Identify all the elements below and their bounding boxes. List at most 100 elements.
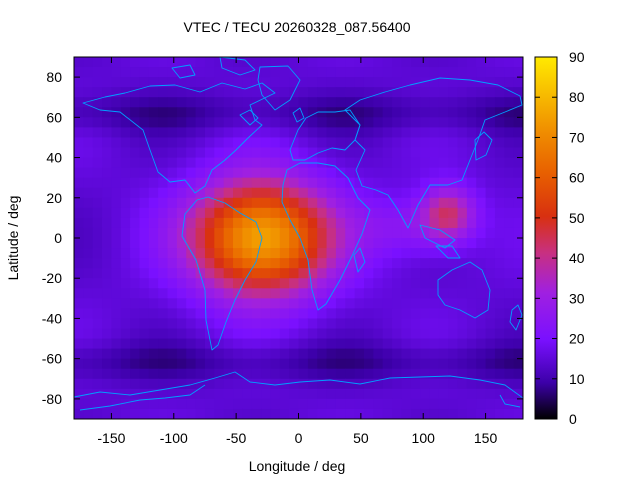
- heatmap-cell: [102, 268, 113, 279]
- heatmap-cell: [448, 207, 459, 219]
- heatmap-cell: [242, 278, 253, 289]
- heatmap-cell: [223, 308, 234, 320]
- heatmap-cell: [130, 137, 141, 149]
- heatmap-cell: [317, 157, 328, 169]
- heatmap-cell: [186, 217, 197, 229]
- heatmap-cell: [167, 248, 178, 259]
- heatmap-cell: [167, 278, 178, 289]
- heatmap-cell: [158, 107, 169, 118]
- heatmap-cell: [476, 368, 487, 380]
- heatmap-cell: [504, 338, 515, 350]
- heatmap-cell: [223, 127, 234, 139]
- heatmap-cell: [242, 187, 253, 199]
- heatmap-cell: [307, 107, 318, 118]
- heatmap-cell: [289, 77, 300, 88]
- heatmap-cell: [242, 87, 253, 98]
- heatmap-cell: [363, 398, 374, 410]
- heatmap-cell: [167, 238, 178, 249]
- heatmap-cell: [335, 318, 346, 330]
- heatmap-cell: [223, 147, 234, 159]
- heatmap-cell: [167, 328, 178, 340]
- heatmap-cell: [494, 298, 505, 309]
- heatmap-cell: [233, 167, 243, 179]
- heatmap-cell: [448, 238, 459, 249]
- heatmap-cell: [494, 318, 505, 330]
- heatmap-cell: [420, 378, 431, 390]
- heatmap-cell: [186, 368, 197, 380]
- heatmap-cell: [466, 147, 477, 159]
- heatmap-cell: [382, 328, 393, 340]
- heatmap-cell: [92, 268, 103, 279]
- heatmap-cell: [345, 328, 356, 340]
- heatmap-cell: [233, 358, 243, 370]
- heatmap-cell: [233, 127, 243, 139]
- heatmap-cell: [233, 378, 243, 390]
- heatmap-cell: [298, 207, 309, 219]
- heatmap-cell: [139, 57, 150, 68]
- heatmap-cell: [102, 318, 113, 330]
- heatmap-cell: [242, 167, 253, 179]
- heatmap-cell: [158, 137, 169, 149]
- heatmap-cell: [83, 57, 94, 68]
- heatmap-cell: [298, 278, 309, 289]
- heatmap-cell: [485, 288, 496, 299]
- x-tick-label: 0: [295, 430, 303, 446]
- heatmap-cell: [148, 408, 159, 419]
- heatmap-cell: [373, 97, 384, 108]
- heatmap-cell: [410, 167, 421, 179]
- heatmap-cell: [83, 238, 94, 249]
- heatmap-cell: [130, 227, 141, 239]
- heatmap-cell: [392, 328, 402, 340]
- heatmap-cell: [223, 197, 234, 209]
- heatmap-cell: [335, 197, 346, 209]
- heatmap-cell: [186, 308, 197, 320]
- heatmap-cell: [242, 378, 253, 390]
- heatmap-cell: [457, 288, 468, 299]
- heatmap-cell: [466, 308, 477, 320]
- heatmap-cell: [429, 408, 440, 419]
- heatmap-cell: [494, 338, 505, 350]
- heatmap-cell: [466, 207, 477, 219]
- heatmap-cell: [392, 278, 402, 289]
- heatmap-cell: [204, 87, 215, 98]
- heatmap-cell: [204, 268, 215, 279]
- heatmap-cell: [373, 278, 384, 289]
- heatmap-cell: [204, 117, 215, 128]
- heatmap-cell: [335, 258, 346, 269]
- colorbar-tick-label: 80: [569, 89, 585, 105]
- heatmap-cell: [494, 67, 505, 78]
- heatmap-cell: [279, 238, 290, 249]
- heatmap-cell: [204, 348, 215, 360]
- heatmap-cell: [139, 338, 150, 350]
- heatmap-cell: [148, 137, 159, 149]
- heatmap-cell: [457, 348, 468, 360]
- heatmap-cell: [242, 398, 253, 410]
- heatmap-cell: [354, 147, 365, 159]
- heatmap-cell: [130, 318, 141, 330]
- heatmap-cell: [83, 227, 94, 239]
- heatmap-cell: [429, 197, 440, 209]
- heatmap-cell: [466, 298, 477, 309]
- heatmap-cell: [186, 177, 197, 189]
- heatmap-cell: [494, 147, 505, 159]
- heatmap-cell: [326, 398, 337, 410]
- heatmap-cell: [74, 217, 84, 229]
- heatmap-cell: [307, 348, 318, 360]
- heatmap-cell: [111, 177, 122, 189]
- heatmap-cell: [438, 77, 449, 88]
- heatmap-cell: [307, 378, 318, 390]
- heatmap-cell: [120, 368, 131, 380]
- heatmap-cell: [345, 338, 356, 350]
- heatmap-cell: [233, 117, 243, 128]
- heatmap-cell: [92, 408, 103, 419]
- heatmap-cell: [438, 97, 449, 108]
- heatmap-cell: [289, 97, 300, 108]
- heatmap-cell: [279, 308, 290, 320]
- heatmap-cell: [223, 167, 234, 179]
- heatmap-cell: [74, 197, 84, 209]
- heatmap-cell: [92, 177, 103, 189]
- heatmap-cell: [233, 348, 243, 360]
- heatmap-cell: [354, 107, 365, 118]
- heatmap-cell: [504, 197, 515, 209]
- heatmap-cell: [298, 97, 309, 108]
